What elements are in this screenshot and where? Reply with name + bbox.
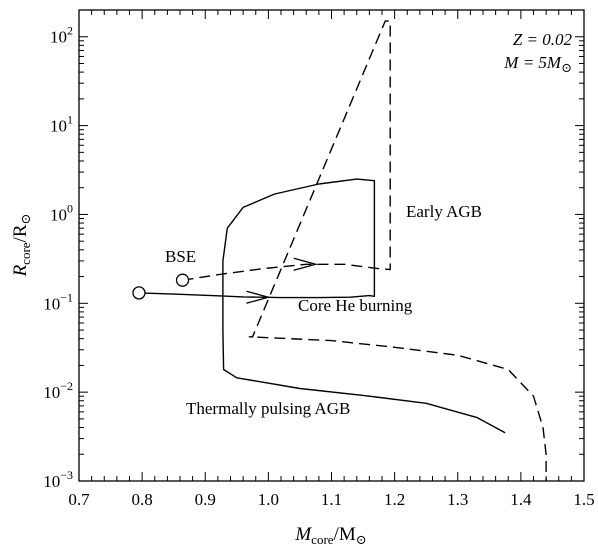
early-agb-label: Early AGB (406, 202, 482, 221)
x-tick-label: 1.5 (573, 490, 594, 509)
y-tick-label: 10−3 (43, 468, 73, 491)
start-marker (132, 286, 146, 300)
mass-annotation: M = 5M⊙ (503, 53, 572, 75)
x-tick-label: 1.2 (384, 490, 405, 509)
x-tick-label: 0.7 (68, 490, 90, 509)
x-tick-label: 0.8 (132, 490, 153, 509)
x-tick-label: 1.0 (258, 490, 279, 509)
axis-ticks (78, 10, 585, 482)
x-tick-label: 1.1 (321, 490, 342, 509)
bse-label: BSE (165, 247, 196, 266)
direction-arrow (246, 290, 271, 304)
y-axis-label: Rcore/R⊙ (10, 214, 33, 278)
bse-track-line (182, 20, 547, 481)
y-tick-label: 102 (50, 24, 73, 47)
x-tick-labels: 0.7 0.8 0.9 1.0 1.1 1.2 1.3 1.4 1.5 (68, 490, 594, 509)
x-tick-label: 0.9 (195, 490, 216, 509)
direction-arrow (293, 257, 319, 271)
markers (132, 257, 319, 304)
core-he-burning-label: Core He burning (298, 296, 413, 315)
curves (138, 20, 547, 481)
y-tick-label: 100 (50, 201, 73, 224)
x-axis-label: Mcore/M⊙ (294, 524, 366, 547)
y-tick-label: 10−2 (43, 379, 73, 402)
metallicity-annotation: Z = 0.02 (513, 30, 573, 49)
start-marker (175, 273, 190, 287)
thermally-pulsing-agb-label: Thermally pulsing AGB (186, 399, 350, 418)
y-tick-labels: 10−3 10−2 10−1 100 101 102 (43, 24, 73, 491)
y-tick-label: 10−1 (43, 290, 73, 313)
y-tick-label: 101 (50, 113, 73, 136)
x-tick-label: 1.4 (510, 490, 532, 509)
detailed-track-line (138, 178, 506, 434)
x-tick-label: 1.3 (447, 490, 468, 509)
